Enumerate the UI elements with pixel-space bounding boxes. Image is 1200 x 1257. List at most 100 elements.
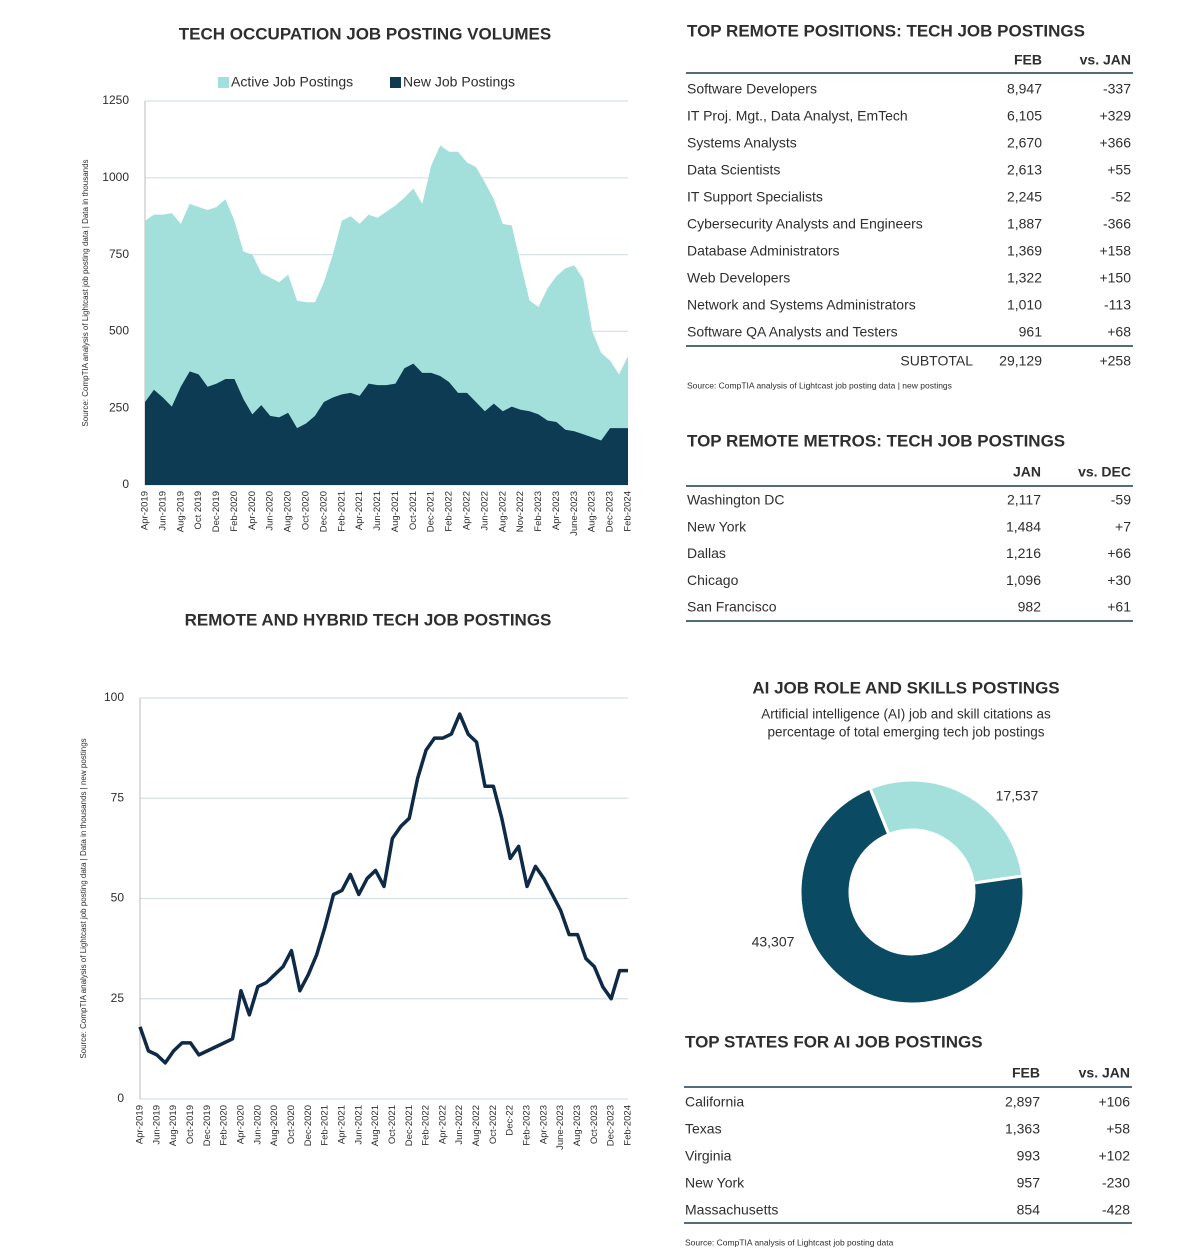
x-tick-label: Dec-2019 bbox=[202, 1105, 213, 1146]
row-label: California bbox=[685, 1094, 744, 1110]
table-cell: 2,897 bbox=[1005, 1094, 1040, 1110]
x-tick-label: Aug-2020 bbox=[269, 1105, 280, 1146]
table-title: TOP REMOTE POSITIONS: TECH JOB POSTINGS bbox=[687, 21, 1085, 40]
area bbox=[145, 363, 628, 485]
row-label: Dallas bbox=[687, 545, 726, 561]
x-tick-label: Apr-2023 bbox=[551, 491, 562, 530]
x-tick-label: Feb-2022 bbox=[421, 1105, 432, 1146]
x-tick-label: Apr-2020 bbox=[247, 491, 258, 530]
table-cell: +150 bbox=[1099, 270, 1131, 286]
row-label: Virginia bbox=[685, 1148, 732, 1164]
row-label: Chicago bbox=[687, 572, 739, 588]
table-cell: -230 bbox=[1102, 1175, 1130, 1191]
table-cell: -366 bbox=[1103, 216, 1131, 232]
row-label: Data Scientists bbox=[687, 162, 780, 178]
column-header: FEB bbox=[1012, 1065, 1040, 1081]
data-label: 43,307 bbox=[752, 934, 795, 950]
table-cell: 961 bbox=[1019, 324, 1043, 340]
x-tick-label: Oct-2023 bbox=[589, 1105, 600, 1144]
legend-label: New Job Postings bbox=[403, 74, 515, 90]
x-tick-label: Aug-2019 bbox=[175, 491, 186, 532]
x-tick-label: Jun-2022 bbox=[454, 1105, 465, 1145]
x-tick-label: Dec-2021 bbox=[404, 1105, 415, 1146]
table-cell: +102 bbox=[1098, 1148, 1130, 1164]
x-tick-label: Oct-2020 bbox=[301, 491, 312, 530]
x-tick-label: Apr-2019 bbox=[135, 1105, 146, 1144]
table-cell: 2,613 bbox=[1007, 162, 1042, 178]
column-header: vs. DEC bbox=[1078, 464, 1131, 480]
x-tick-label: Feb-2022 bbox=[444, 491, 455, 532]
row-label: Web Developers bbox=[687, 270, 790, 286]
table-cell: -337 bbox=[1103, 81, 1131, 97]
chart-title: TECH OCCUPATION JOB POSTING VOLUMES bbox=[179, 24, 551, 43]
x-tick-label: Dec-2023 bbox=[606, 1105, 617, 1146]
chart-subtitle: Artificial intelligence (AI) job and ski… bbox=[761, 707, 1051, 722]
table-cell: 1,216 bbox=[1006, 545, 1041, 561]
row-label: San Francisco bbox=[687, 599, 777, 615]
chart-title: REMOTE AND HYBRID TECH JOB POSTINGS bbox=[185, 610, 552, 629]
chart-subtitle: percentage of total emerging tech job po… bbox=[768, 725, 1045, 740]
legend-swatch bbox=[218, 77, 229, 88]
column-header: vs. JAN bbox=[1079, 1065, 1130, 1081]
donut-segment bbox=[798, 786, 1026, 1006]
y-tick-label: 50 bbox=[111, 891, 125, 905]
x-tick-label: Apr-2021 bbox=[354, 491, 365, 530]
row-label: Washington DC bbox=[687, 492, 785, 508]
x-tick-label: Oct-2019 bbox=[185, 1105, 196, 1144]
y-tick-label: 0 bbox=[117, 1091, 124, 1105]
x-tick-label: Feb-2023 bbox=[522, 1105, 533, 1146]
row-label: Massachusetts bbox=[685, 1202, 778, 1218]
subtotal-cell: +258 bbox=[1099, 353, 1131, 369]
x-tick-label: Aug-2023 bbox=[587, 491, 598, 532]
y-tick-label: 1000 bbox=[102, 170, 129, 184]
table-cell: +68 bbox=[1107, 324, 1131, 340]
donut-segment bbox=[868, 778, 1025, 885]
table-cell: 993 bbox=[1017, 1148, 1041, 1164]
line bbox=[138, 712, 628, 1065]
table-cell: 1,010 bbox=[1007, 297, 1042, 313]
table-cell: 6,105 bbox=[1007, 108, 1042, 124]
table-cell: +329 bbox=[1099, 108, 1131, 124]
subtotal-label: SUBTOTAL bbox=[900, 353, 973, 369]
table-cell: -113 bbox=[1104, 297, 1131, 313]
y-tick-label: 1250 bbox=[102, 93, 129, 107]
x-tick-label: Nov-2022 bbox=[515, 491, 526, 532]
x-tick-label: Oct-2022 bbox=[488, 1105, 499, 1144]
x-tick-label: Aug-2022 bbox=[497, 491, 508, 532]
x-tick-label: Feb-2023 bbox=[533, 491, 544, 532]
x-tick-label: Jun-2021 bbox=[372, 491, 383, 531]
x-tick-label: Aug-2021 bbox=[390, 491, 401, 532]
x-tick-label: Oct-2021 bbox=[408, 491, 419, 530]
x-tick-label: Jun-2021 bbox=[353, 1105, 364, 1145]
column-header: FEB bbox=[1014, 52, 1042, 68]
subtotal-cell: 29,129 bbox=[999, 353, 1042, 369]
x-tick-label: Feb-2021 bbox=[336, 491, 347, 532]
table-cell: +366 bbox=[1099, 135, 1131, 151]
y-axis-label: Source: CompTIA analysis of Lightcast jo… bbox=[79, 738, 88, 1058]
source-note: Source: CompTIA analysis of Lightcast jo… bbox=[685, 1237, 894, 1247]
table-cell: 982 bbox=[1018, 599, 1042, 615]
y-tick-label: 100 bbox=[104, 690, 124, 704]
x-tick-label: Jun-2020 bbox=[252, 1105, 263, 1145]
table-cell: 1,369 bbox=[1007, 243, 1042, 259]
x-tick-label: Apr-2022 bbox=[462, 491, 473, 530]
table-cell: +61 bbox=[1107, 599, 1131, 615]
table-cell: +58 bbox=[1106, 1121, 1130, 1137]
column-header: vs. JAN bbox=[1080, 52, 1131, 68]
y-tick-label: 25 bbox=[111, 991, 125, 1005]
x-tick-label: Aug-2020 bbox=[283, 491, 294, 532]
row-label: Network and Systems Administrators bbox=[687, 297, 916, 313]
x-tick-label: Feb-2020 bbox=[229, 491, 240, 532]
y-tick-label: 500 bbox=[109, 324, 129, 338]
x-tick-label: Aug-2021 bbox=[370, 1105, 381, 1146]
table-cell: +66 bbox=[1107, 545, 1131, 561]
table-cell: 1,887 bbox=[1007, 216, 1042, 232]
source-note: Source: CompTIA analysis of Lightcast jo… bbox=[687, 380, 952, 390]
x-tick-label: Dec-22 bbox=[505, 1105, 516, 1136]
table-title: TOP STATES FOR AI JOB POSTINGS bbox=[685, 1032, 983, 1051]
x-tick-label: Dec-2021 bbox=[426, 491, 437, 532]
x-tick-label: Apr-2019 bbox=[140, 491, 151, 530]
table-cell: +158 bbox=[1099, 243, 1131, 259]
table-cell: 1,322 bbox=[1007, 270, 1042, 286]
